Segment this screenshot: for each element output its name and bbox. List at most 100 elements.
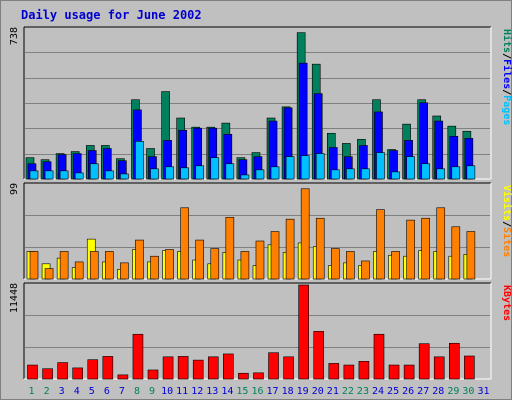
- day-label: 19: [297, 386, 309, 397]
- kbytes-bar: [87, 359, 99, 380]
- day-label: 30: [462, 386, 474, 397]
- day-label: 11: [176, 386, 188, 397]
- pages-bar: [255, 169, 265, 180]
- sites-bar: [436, 207, 446, 280]
- sites-bar: [330, 248, 340, 280]
- pages-bar: [361, 168, 370, 180]
- sites-bar: [315, 217, 325, 280]
- kbytes-bar: [449, 342, 460, 380]
- kbytes-bar: [162, 356, 174, 380]
- pages-bar: [300, 155, 310, 180]
- day-label: 14: [221, 386, 233, 397]
- pages-bar: [240, 174, 250, 180]
- sites-bar: [135, 239, 144, 280]
- day-label: 7: [119, 386, 125, 397]
- sites-bar: [59, 251, 69, 280]
- pages-bar: [376, 152, 385, 180]
- pages-bar: [74, 172, 84, 180]
- day-label: 26: [402, 386, 414, 397]
- legend-hits-files-pages-hits: Hits: [501, 29, 512, 53]
- pages-bar: [391, 171, 400, 180]
- day-label: 17: [267, 386, 279, 397]
- day-label: 5: [89, 386, 95, 397]
- kbytes-bar: [268, 352, 279, 380]
- pages-bar: [436, 168, 446, 180]
- kbytes-bar: [298, 284, 309, 380]
- kbytes-bar: [388, 364, 400, 380]
- kbytes-bar: [433, 356, 445, 380]
- day-label: 21: [327, 386, 339, 397]
- day-label: 1: [29, 386, 35, 397]
- sites-bar: [240, 251, 250, 280]
- sites-bar: [105, 251, 114, 280]
- kbytes-bar: [57, 362, 68, 380]
- sites-bar: [466, 231, 476, 280]
- kbytes-bar: [343, 364, 355, 380]
- kbytes-bar: [283, 356, 294, 380]
- day-label: 16: [251, 386, 263, 397]
- kbytes-bar: [132, 333, 144, 380]
- day-label: 9: [149, 386, 155, 397]
- sites-bar: [74, 261, 84, 280]
- pages-bar: [120, 173, 129, 180]
- pages-bar: [195, 165, 205, 180]
- kbytes-bar: [177, 356, 189, 380]
- pages-bar: [421, 163, 430, 180]
- kbytes-bar: [192, 359, 204, 380]
- pages-bar: [406, 156, 415, 180]
- kbytes-bar: [253, 372, 264, 380]
- kbytes-bar: [328, 363, 340, 380]
- kbytes-bar: [418, 343, 430, 380]
- kbytes-bar: [42, 368, 53, 380]
- day-label: 20: [312, 386, 324, 397]
- sites-bar: [300, 188, 310, 280]
- pages-bar: [180, 167, 189, 180]
- day-label: 23: [357, 386, 369, 397]
- day-label: 2: [44, 386, 50, 397]
- sites-bar: [180, 207, 189, 280]
- sites-bar: [29, 251, 39, 280]
- sites-bar: [89, 251, 99, 280]
- pages-bar: [150, 168, 159, 180]
- kbytes-bar: [102, 356, 114, 380]
- day-label: 6: [104, 386, 110, 397]
- sites-bar: [451, 226, 461, 280]
- kbytes-bar: [117, 374, 129, 380]
- sites-bar: [285, 218, 295, 280]
- day-label: 18: [282, 386, 294, 397]
- pages-bar: [210, 157, 220, 180]
- legend-hits-files-pages-files: Files: [501, 59, 512, 89]
- day-label: 28: [432, 386, 444, 397]
- kbytes-bar: [27, 364, 38, 380]
- pages-bar: [330, 169, 340, 180]
- kbytes-bar: [403, 364, 415, 380]
- sites-bar: [195, 239, 205, 280]
- day-label: 22: [342, 386, 354, 397]
- kbytes-bar: [313, 331, 325, 380]
- sites-bar: [225, 216, 235, 280]
- sites-bar: [361, 260, 370, 280]
- sites-bar: [255, 240, 265, 280]
- day-label: 3: [59, 386, 65, 397]
- day-label: 12: [191, 386, 203, 397]
- sites-bar: [165, 249, 174, 280]
- kbytes-bar: [373, 333, 385, 380]
- kbytes-bar: [147, 369, 159, 380]
- kbytes-bar: [464, 355, 475, 380]
- pages-bar: [44, 170, 54, 180]
- day-label: 13: [206, 386, 218, 397]
- sites-bar: [120, 262, 129, 280]
- legend-kbytes: KBytes: [501, 285, 512, 321]
- sites-bar: [391, 251, 400, 280]
- legend-sites-visits-sites: Sites: [501, 227, 512, 257]
- pages-bar: [135, 141, 144, 180]
- legend-hits-files-pages-pages: Pages: [501, 95, 512, 125]
- sites-bar: [421, 217, 430, 280]
- visits-ymax-label: 99: [9, 183, 20, 195]
- sites-bar: [406, 219, 415, 280]
- day-label: 29: [447, 386, 459, 397]
- pages-bar: [285, 156, 295, 180]
- kbytes-bar: [238, 372, 249, 380]
